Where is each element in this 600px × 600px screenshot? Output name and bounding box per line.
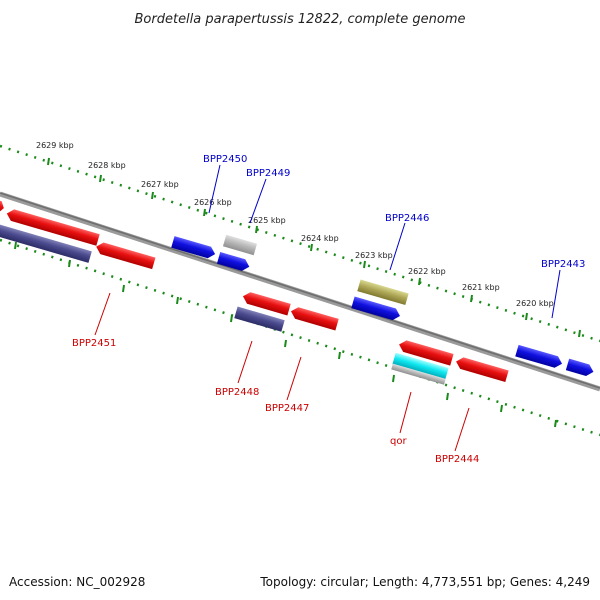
gene-blue[interactable] (515, 344, 563, 370)
scale-label: 2622 kbp (408, 267, 446, 276)
gene-gray[interactable] (391, 363, 446, 385)
gene-label-bpp2451[interactable]: BPP2451 (72, 338, 116, 349)
gene-cyan[interactable] (392, 352, 449, 380)
gene-red[interactable] (241, 291, 291, 316)
gene-red[interactable] (454, 356, 509, 383)
scale-label: 2621 kbp (462, 283, 500, 292)
gene-label-bpp2446[interactable]: BPP2446 (385, 213, 429, 224)
topology-text: Topology: circular; Length: 4,773,551 bp… (259, 575, 590, 589)
gene-blue[interactable] (171, 236, 217, 260)
bottom-strand-genes (0, 197, 509, 385)
gene-blue[interactable] (351, 296, 401, 322)
gene-red[interactable] (397, 339, 454, 366)
gene-label-bpp2450[interactable]: BPP2450 (203, 154, 247, 165)
gene-labels-bottom: BPP2451 BPP2448 BPP2447 qor BPP2444 (72, 338, 479, 465)
gene-label-bpp2444[interactable]: BPP2444 (435, 454, 479, 465)
leader-lines-top (208, 164, 561, 319)
gene-label-bpp2448[interactable]: BPP2448 (215, 387, 259, 398)
top-strand-genes (171, 234, 595, 378)
gene-gray[interactable] (222, 234, 258, 256)
leader-lines-bottom (94, 292, 470, 452)
scale-label: 2623 kbp (355, 251, 393, 260)
accession-text: Accession: NC_002928 (9, 575, 145, 589)
gene-blue[interactable] (216, 252, 251, 272)
gene-label-bpp2443[interactable]: BPP2443 (541, 259, 585, 270)
ruler-top (0, 144, 600, 343)
gene-navy[interactable] (0, 224, 92, 263)
gene-red[interactable] (5, 208, 100, 246)
scale-label: 2624 kbp (301, 234, 339, 243)
gene-blue[interactable] (565, 358, 595, 378)
genome-backbone (0, 191, 600, 392)
genome-title: Bordetella parapertussis 12822, complete… (135, 12, 466, 27)
gene-navy[interactable] (234, 306, 285, 332)
ruler-bottom (0, 238, 600, 437)
scale-label: 2620 kbp (516, 299, 554, 308)
gene-labels-top: BPP2450 BPP2449 BPP2446 BPP2443 (203, 154, 585, 270)
ruler-ticks (14, 157, 581, 428)
gene-red[interactable] (289, 306, 339, 331)
scale-label: 2627 kbp (141, 180, 179, 189)
gene-red[interactable] (0, 197, 6, 214)
scale-label: 2628 kbp (88, 161, 126, 170)
gene-red[interactable] (95, 241, 156, 270)
gene-label-qor[interactable]: qor (390, 436, 407, 447)
gene-label-bpp2447[interactable]: BPP2447 (265, 403, 309, 414)
scale-label: 2626 kbp (194, 198, 232, 207)
gene-label-bpp2449[interactable]: BPP2449 (246, 168, 290, 179)
scale-label: 2625 kbp (248, 216, 286, 225)
scale-label: 2629 kbp (36, 141, 74, 150)
scale-labels: 2629 kbp 2628 kbp 2627 kbp 2626 kbp 2625… (36, 141, 554, 308)
gene-olive[interactable] (357, 279, 409, 306)
